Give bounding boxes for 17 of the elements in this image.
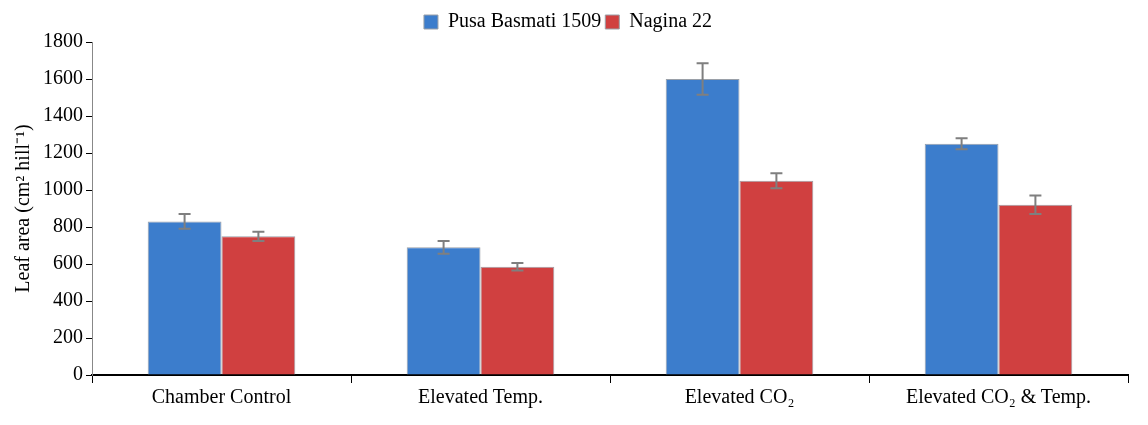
- x-tick-label: Elevated Temp.: [418, 385, 543, 409]
- y-tick-label: 1200: [43, 140, 83, 163]
- y-tick-label: 1800: [43, 29, 83, 52]
- y-tick-label: 800: [53, 214, 83, 237]
- y-axis-title: Leaf area (cm² hill⁻¹): [11, 124, 35, 293]
- y-tick-label: 200: [53, 325, 83, 348]
- legend-label: Nagina 22: [629, 9, 713, 33]
- y-tick-label: 1000: [43, 177, 83, 200]
- y-tick-label: 1600: [43, 66, 83, 89]
- legend-label: Pusa Basmati 1509: [447, 9, 602, 32]
- y-tick-label: 600: [53, 251, 83, 274]
- y-tick-label: 0: [73, 362, 83, 385]
- x-tick-label: Chamber Control: [151, 385, 292, 408]
- y-tick-label: 1400: [43, 103, 83, 126]
- x-tick-label: Elevated CO₂: [684, 385, 795, 408]
- x-tick-label: Elevated CO₂ & Temp.: [905, 385, 1092, 409]
- y-tick-label: 400: [53, 288, 83, 311]
